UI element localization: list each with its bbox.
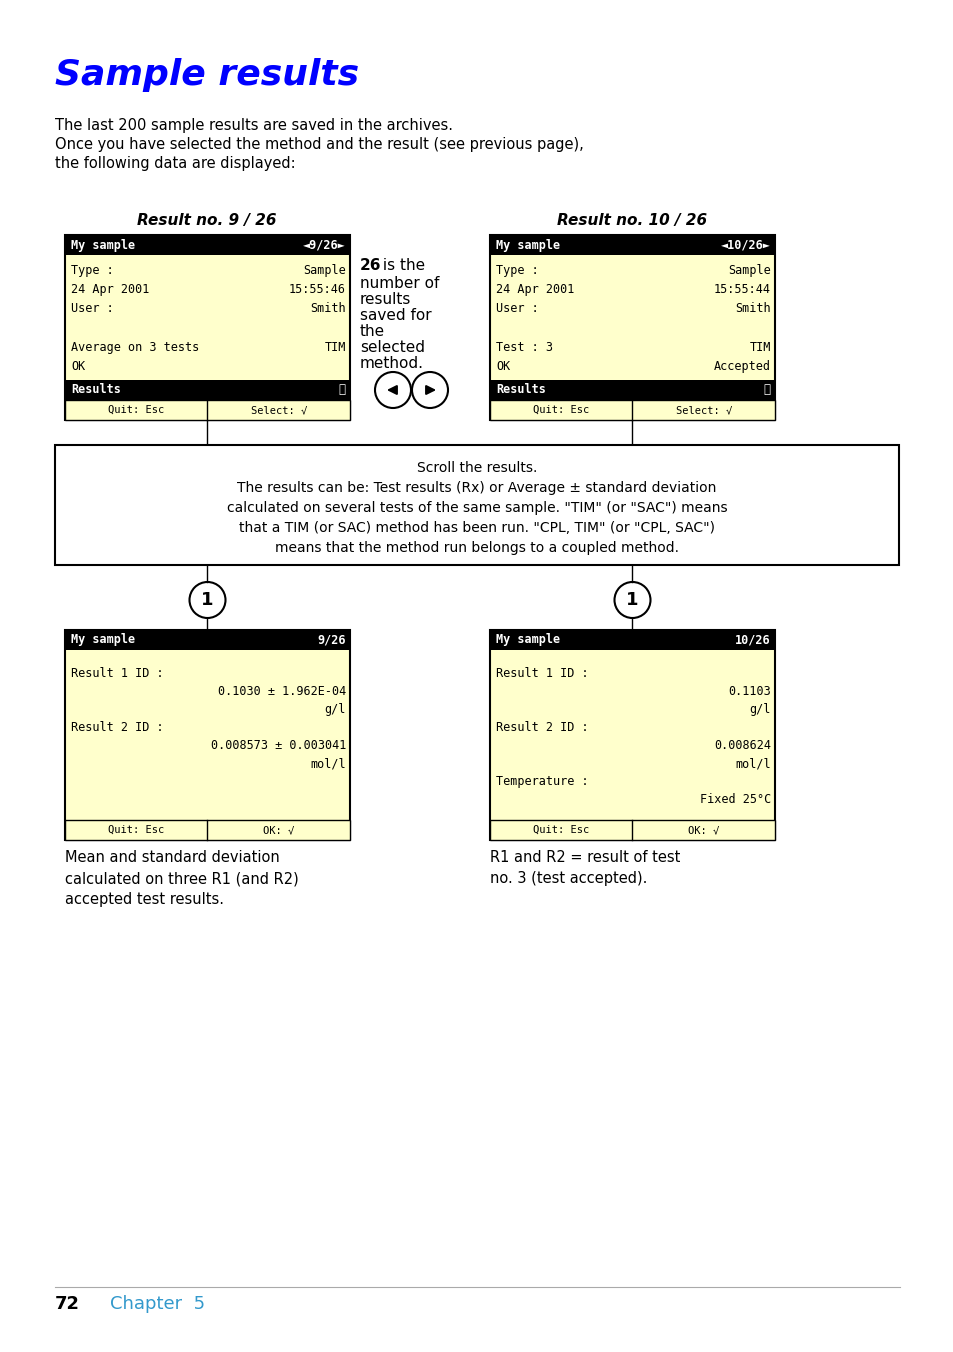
Text: 26: 26 <box>359 258 381 273</box>
Text: Temperature :: Temperature : <box>496 776 588 788</box>
Text: Results: Results <box>71 384 121 396</box>
Text: is the: is the <box>377 258 425 273</box>
Text: Test : 3: Test : 3 <box>496 341 553 354</box>
Text: calculated on several tests of the same sample. "TIM" (or "SAC") means: calculated on several tests of the same … <box>227 502 726 515</box>
Text: Quit: Esc: Quit: Esc <box>108 825 164 836</box>
Text: 1: 1 <box>625 591 639 608</box>
Text: the: the <box>359 324 385 339</box>
Text: ◄9/26►: ◄9/26► <box>303 238 346 251</box>
Text: that a TIM (or SAC) method has been run. "CPL, TIM" (or "CPL, SAC"): that a TIM (or SAC) method has been run.… <box>239 521 714 535</box>
Bar <box>490 630 774 650</box>
Text: g/l: g/l <box>749 703 770 717</box>
Text: 72: 72 <box>55 1295 80 1313</box>
Text: Result 2 ID :: Result 2 ID : <box>496 722 588 734</box>
Text: OK: √: OK: √ <box>263 825 294 836</box>
Bar <box>65 821 350 840</box>
Bar <box>490 380 774 400</box>
Bar <box>490 235 774 420</box>
Text: Results: Results <box>496 384 545 396</box>
Bar <box>55 445 898 565</box>
Text: OK: OK <box>71 360 85 373</box>
Text: Fixed 25°C: Fixed 25°C <box>699 794 770 807</box>
Bar <box>65 235 350 420</box>
Text: My sample: My sample <box>71 238 135 251</box>
Bar <box>490 630 774 840</box>
Text: selected: selected <box>359 339 424 356</box>
Bar <box>65 630 350 650</box>
Text: 0.1030 ± 1.962E-04: 0.1030 ± 1.962E-04 <box>217 685 346 699</box>
Text: Quit: Esc: Quit: Esc <box>533 825 589 836</box>
Text: Smith: Smith <box>310 303 346 315</box>
Text: 0.008573 ± 0.003041: 0.008573 ± 0.003041 <box>211 740 346 753</box>
Text: Mean and standard deviation
calculated on three R1 (and R2)
accepted test result: Mean and standard deviation calculated o… <box>65 850 298 907</box>
Text: mol/l: mol/l <box>310 757 346 771</box>
Text: means that the method run belongs to a coupled method.: means that the method run belongs to a c… <box>274 541 679 556</box>
Text: Quit: Esc: Quit: Esc <box>533 406 589 415</box>
Text: 15:55:44: 15:55:44 <box>713 283 770 296</box>
Text: Select: √: Select: √ <box>251 406 307 415</box>
Bar <box>65 400 350 420</box>
Text: Select: √: Select: √ <box>675 406 731 415</box>
Text: TIM: TIM <box>324 341 346 354</box>
Text: 1: 1 <box>201 591 213 608</box>
Text: Once you have selected the method and the result (see previous page),: Once you have selected the method and th… <box>55 137 583 151</box>
Text: Accepted: Accepted <box>713 360 770 373</box>
Bar <box>490 235 774 256</box>
Text: The results can be: Test results (Rx) or Average ± standard deviation: The results can be: Test results (Rx) or… <box>237 481 716 495</box>
Text: 24 Apr 2001: 24 Apr 2001 <box>71 283 150 296</box>
Text: OK: √: OK: √ <box>687 825 719 836</box>
Text: Sample: Sample <box>303 264 346 277</box>
Text: method.: method. <box>359 356 423 370</box>
Text: Result 1 ID :: Result 1 ID : <box>496 668 588 680</box>
Text: number of: number of <box>359 276 439 291</box>
Text: 10/26: 10/26 <box>735 634 770 646</box>
Text: Result no. 9 / 26: Result no. 9 / 26 <box>137 214 276 228</box>
Text: Average on 3 tests: Average on 3 tests <box>71 341 199 354</box>
Text: the following data are displayed:: the following data are displayed: <box>55 155 295 170</box>
Bar <box>490 400 774 420</box>
Text: R1 and R2 = result of test
no. 3 (test accepted).: R1 and R2 = result of test no. 3 (test a… <box>490 850 679 886</box>
Bar <box>490 821 774 840</box>
Text: Quit: Esc: Quit: Esc <box>108 406 164 415</box>
Bar <box>65 380 350 400</box>
Text: The last 200 sample results are saved in the archives.: The last 200 sample results are saved in… <box>55 118 453 132</box>
Text: My sample: My sample <box>496 238 559 251</box>
Text: Smith: Smith <box>735 303 770 315</box>
Text: User :: User : <box>71 303 113 315</box>
Bar <box>65 630 350 840</box>
Bar <box>65 235 350 256</box>
Text: results: results <box>359 292 411 307</box>
Text: Scroll the results.: Scroll the results. <box>416 461 537 475</box>
Text: g/l: g/l <box>324 703 346 717</box>
Text: ◄10/26►: ◄10/26► <box>720 238 770 251</box>
Text: ①: ① <box>338 384 346 396</box>
Text: 15:55:46: 15:55:46 <box>289 283 346 296</box>
Text: ①: ① <box>763 384 770 396</box>
Text: Type :: Type : <box>496 264 538 277</box>
Text: Type :: Type : <box>71 264 113 277</box>
Text: saved for: saved for <box>359 308 431 323</box>
Text: Result no. 10 / 26: Result no. 10 / 26 <box>557 214 706 228</box>
Text: 0.008624: 0.008624 <box>713 740 770 753</box>
Text: My sample: My sample <box>71 634 135 646</box>
Text: My sample: My sample <box>496 634 559 646</box>
Text: 0.1103: 0.1103 <box>727 685 770 699</box>
Text: Result 2 ID :: Result 2 ID : <box>71 722 164 734</box>
Text: 24 Apr 2001: 24 Apr 2001 <box>496 283 574 296</box>
Text: Chapter  5: Chapter 5 <box>110 1295 205 1313</box>
Text: Sample results: Sample results <box>55 58 358 92</box>
Text: User :: User : <box>496 303 538 315</box>
Text: 9/26: 9/26 <box>317 634 346 646</box>
Text: TIM: TIM <box>749 341 770 354</box>
Text: OK: OK <box>496 360 510 373</box>
Text: Sample: Sample <box>727 264 770 277</box>
Text: Result 1 ID :: Result 1 ID : <box>71 668 164 680</box>
Text: mol/l: mol/l <box>735 757 770 771</box>
